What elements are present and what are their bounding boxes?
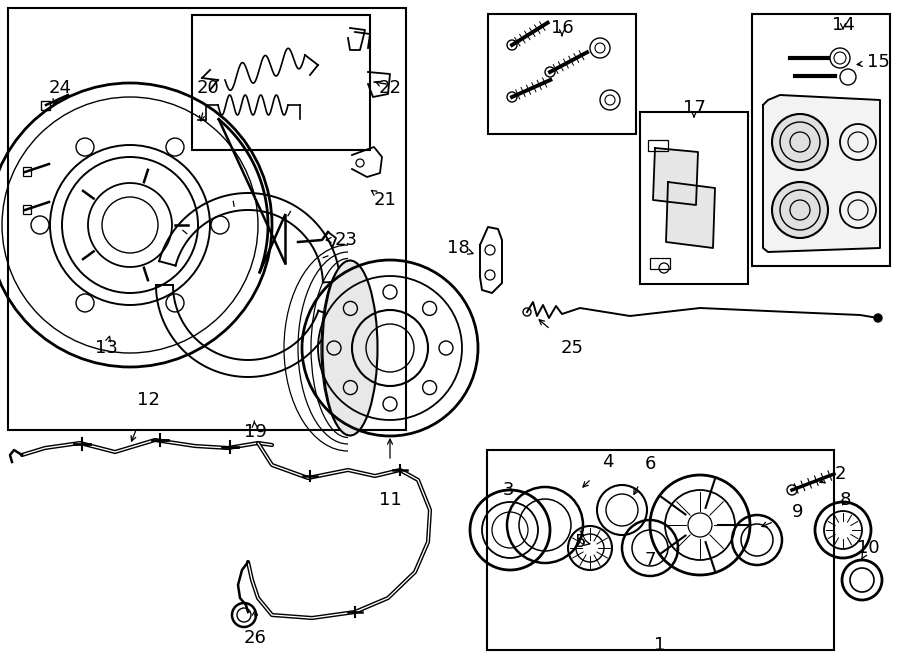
Bar — [648, 140, 668, 151]
Text: 4: 4 — [602, 453, 614, 471]
Polygon shape — [653, 148, 698, 205]
Text: 21: 21 — [374, 191, 396, 209]
Circle shape — [874, 314, 882, 322]
Bar — [650, 258, 670, 269]
Bar — [8, 8, 406, 430]
Text: 23: 23 — [335, 231, 357, 249]
Text: 22: 22 — [379, 79, 401, 97]
Polygon shape — [763, 95, 880, 252]
Ellipse shape — [322, 260, 377, 436]
Text: 15: 15 — [867, 53, 889, 71]
Text: 2: 2 — [834, 465, 846, 483]
Polygon shape — [666, 182, 715, 248]
Circle shape — [772, 182, 828, 238]
Text: 9: 9 — [792, 503, 804, 521]
Text: 20: 20 — [196, 79, 220, 97]
Bar — [192, 15, 370, 150]
Text: 1: 1 — [654, 636, 666, 654]
Text: 7: 7 — [644, 551, 656, 569]
Text: 25: 25 — [561, 339, 583, 357]
Bar — [41, 101, 50, 110]
Text: 24: 24 — [49, 79, 71, 97]
Bar — [23, 205, 31, 214]
Text: 18: 18 — [446, 239, 470, 257]
Text: 5: 5 — [574, 533, 586, 551]
Text: 17: 17 — [682, 99, 706, 117]
Text: 8: 8 — [840, 491, 850, 509]
Text: 16: 16 — [551, 19, 573, 37]
Text: 6: 6 — [644, 455, 656, 473]
Circle shape — [772, 114, 828, 170]
Bar — [487, 450, 834, 650]
Text: 3: 3 — [502, 481, 514, 499]
Bar — [23, 167, 31, 176]
Text: 19: 19 — [244, 423, 266, 441]
Text: 11: 11 — [379, 491, 401, 509]
Text: 14: 14 — [832, 16, 854, 34]
Text: 26: 26 — [244, 629, 266, 647]
Bar — [752, 14, 890, 266]
Text: 10: 10 — [857, 539, 879, 557]
Bar — [640, 112, 748, 284]
Text: 12: 12 — [137, 391, 159, 409]
Text: 13: 13 — [94, 339, 117, 357]
Bar — [488, 14, 636, 134]
